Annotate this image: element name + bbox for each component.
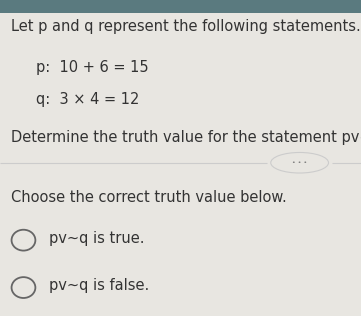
Text: Let p and q represent the following statements.: Let p and q represent the following stat… [11, 19, 361, 34]
Text: q:  3 × 4 = 12: q: 3 × 4 = 12 [36, 92, 139, 106]
Text: pv∼q is false.: pv∼q is false. [49, 278, 149, 294]
Text: Choose the correct truth value below.: Choose the correct truth value below. [11, 190, 287, 204]
Text: Determine the truth value for the statement pv∼q.: Determine the truth value for the statem… [11, 130, 361, 144]
Text: pv∼q is true.: pv∼q is true. [49, 231, 144, 246]
Bar [0, 0, 361, 13]
Ellipse shape [271, 153, 329, 173]
Text: p:  10 + 6 = 15: p: 10 + 6 = 15 [36, 60, 149, 75]
Text: • • •: • • • [292, 160, 307, 165]
